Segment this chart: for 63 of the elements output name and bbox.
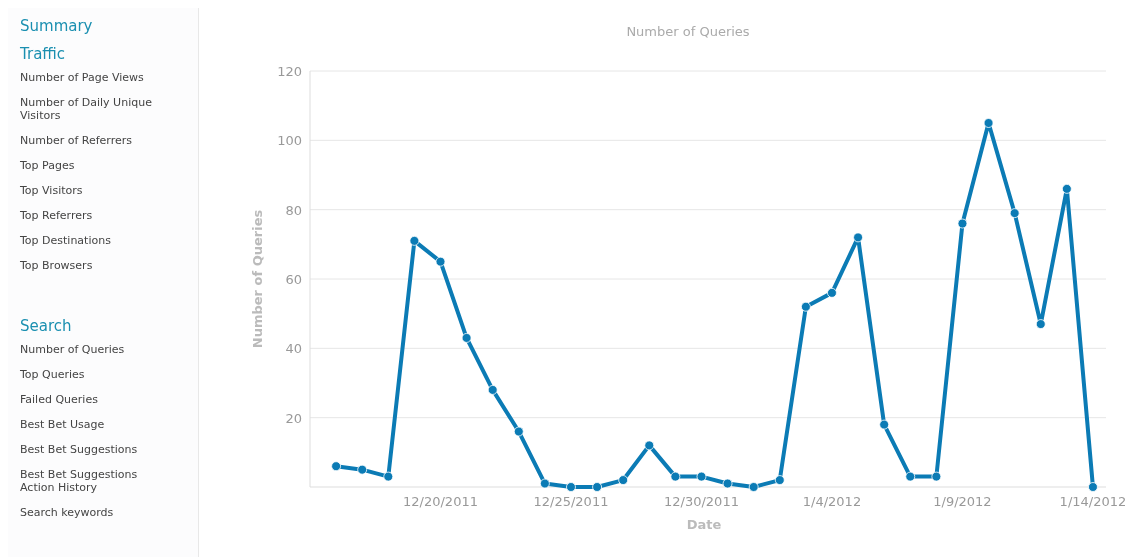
point (435, 256, 446, 267)
x-tick-label: 1/14/2012 (1059, 494, 1127, 509)
x-axis-title: Date (686, 517, 722, 532)
text: Summary (20, 17, 94, 35)
text: Number of Daily Unique Visitors (20, 96, 153, 122)
text: Top Queries (20, 368, 86, 381)
point (644, 440, 655, 451)
point (983, 118, 994, 128)
text: Top Visitors (20, 184, 84, 197)
text: Top Pages (20, 159, 76, 172)
text: Top Referrers (20, 209, 94, 222)
point (1035, 319, 1046, 329)
y-tick-label: 120 (277, 64, 302, 79)
text: Number of Referrers (20, 134, 133, 147)
point (383, 471, 394, 482)
x-tick-label: 1/9/2012 (933, 494, 992, 509)
text: Best Bet Suggestions (20, 443, 139, 456)
x-tick-label: 12/30/2011 (664, 494, 739, 509)
point (461, 333, 472, 343)
text: Best Bet Suggestions Action History (20, 468, 139, 494)
text: Search keywords (20, 506, 115, 519)
point (748, 482, 759, 492)
point (800, 301, 811, 312)
point (618, 475, 629, 485)
text: Number of Queries (20, 343, 126, 356)
y-axis-title: Number of Queries (250, 209, 265, 349)
x-tick-label: 12/20/2011 (403, 494, 478, 509)
point (1088, 482, 1098, 492)
point (696, 471, 707, 482)
point (827, 287, 837, 298)
point (331, 461, 341, 472)
point (905, 471, 916, 482)
text: Top Destinations (20, 234, 112, 247)
point (566, 482, 576, 492)
text: Number of Page Views (20, 71, 145, 84)
chart-title: Number of Queries (626, 24, 750, 39)
text: Best Bet Usage (20, 418, 106, 431)
y-tick-label: 100 (277, 133, 302, 149)
text: Top Browsers (20, 259, 94, 272)
point (592, 482, 602, 492)
point (670, 471, 681, 482)
x-tick-label: 12/25/2011 (533, 494, 609, 509)
y-tick-label: 40 (285, 341, 302, 357)
point (409, 235, 420, 246)
point (853, 232, 863, 243)
text: Traffic (20, 45, 67, 63)
point (1009, 208, 1020, 219)
point (879, 419, 890, 430)
x-tick-label: 1/4/2012 (802, 494, 862, 509)
y-tick-label: 60 (285, 272, 302, 287)
point (1061, 183, 1072, 194)
point (774, 475, 785, 485)
point (931, 471, 942, 482)
point (539, 478, 550, 489)
point (487, 385, 498, 395)
point (357, 464, 368, 475)
point (513, 426, 524, 437)
y-tick-label: 20 (285, 410, 302, 426)
point (722, 478, 733, 489)
text: Failed Queries (20, 393, 99, 406)
point (957, 218, 968, 229)
text: Search (20, 317, 73, 335)
y-tick-label: 80 (285, 202, 302, 218)
